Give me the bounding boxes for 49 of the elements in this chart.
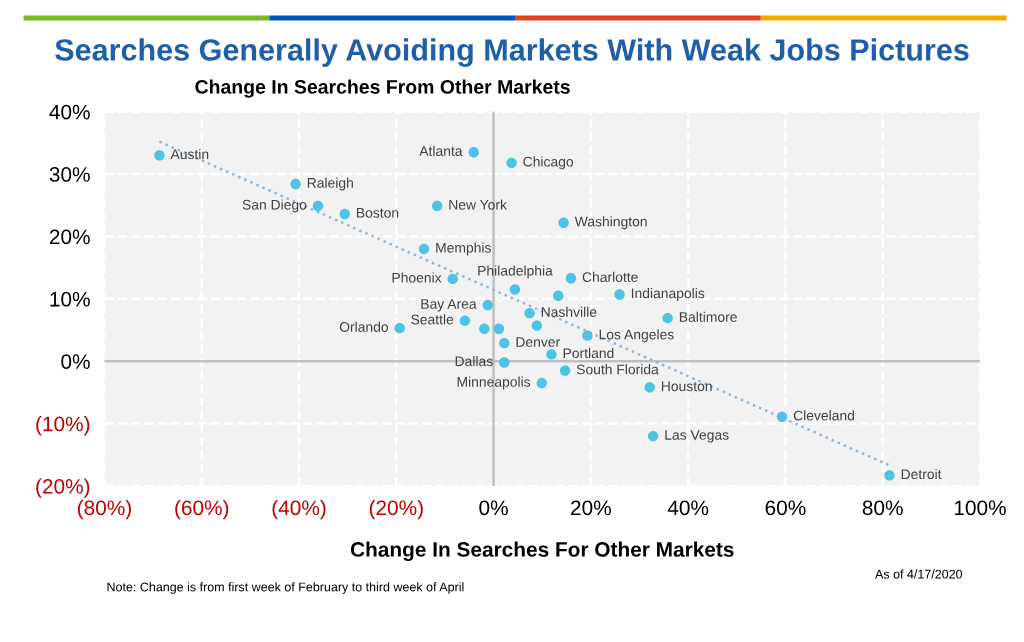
point [499,357,510,368]
point [506,157,517,169]
y-axis-title: Change In Searches From Other Markets [195,79,570,98]
point [509,284,521,295]
point [459,315,471,326]
point [531,320,543,331]
point [468,147,479,158]
x-tick-label: 0% [479,500,508,516]
point [558,217,569,228]
point [394,322,405,334]
point [493,323,505,334]
x-tick-label: (40%) [272,499,326,520]
y-tick-label: (20%) [36,478,90,498]
x-tick-label: 60% [765,500,806,516]
point [418,243,430,255]
point [647,430,659,442]
point [546,349,557,360]
x-tick-label: 80% [862,500,903,516]
chart-title: Searches Generally Avoiding Markets With Weak Jobs Pictures [55,38,969,67]
y-tick-label: 0% [61,354,90,369]
point [154,150,165,161]
point [499,337,510,349]
point [479,323,490,334]
x-tick-label: (60%) [175,499,229,520]
point [776,411,788,422]
point [312,200,324,212]
y-tick-label: 20% [49,229,90,245]
y-tick-label: 30% [49,167,90,182]
x-tick-label: 40% [667,500,709,516]
y-tick-label: 40% [49,104,90,120]
y-tick-label: 10% [50,291,90,307]
point [524,308,535,319]
point [536,377,547,389]
point [339,208,350,220]
x-tick-label: (20%) [369,499,423,520]
point [884,470,895,481]
point [644,382,655,393]
point [447,273,458,285]
point [662,312,673,324]
point [614,289,625,300]
x-tick-label: 20% [571,500,611,516]
point [565,273,577,284]
point [431,200,443,212]
x-tick-label: (80%) [77,499,131,520]
x-tick-label: 100% [954,500,1006,516]
point [482,299,493,311]
point [559,365,571,376]
x-axis-title: Change In Searches For Other Markets [350,541,734,562]
y-tick-label: (10%) [36,416,90,436]
